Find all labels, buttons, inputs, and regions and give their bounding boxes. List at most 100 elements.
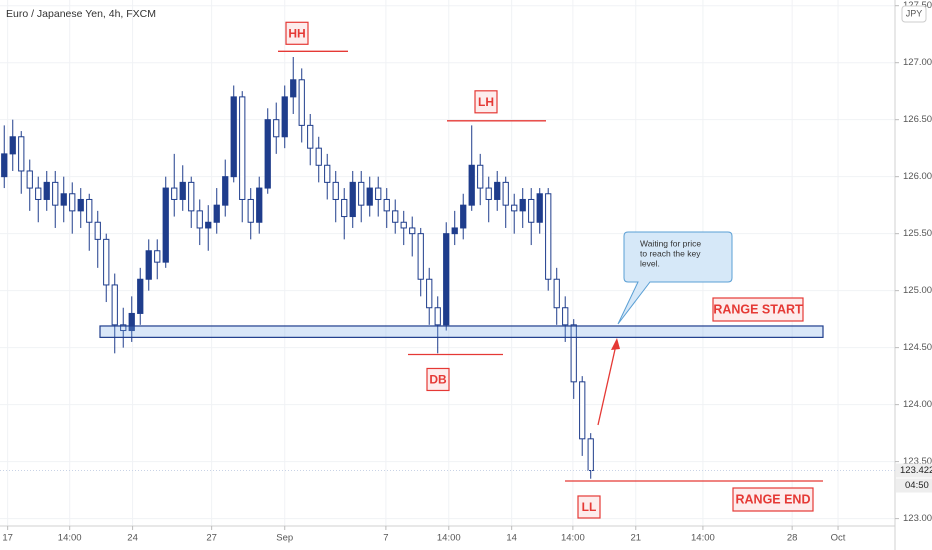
- arrow-head: [611, 338, 620, 350]
- candle-body: [281, 96, 288, 138]
- candle-body: [502, 181, 509, 206]
- plot: [1, 56, 594, 479]
- range-zone: [99, 325, 824, 338]
- callout-text: to reach the key: [640, 248, 701, 258]
- candle-body: [392, 210, 399, 223]
- x-tick-label: 28: [787, 533, 798, 544]
- candle-body: [298, 79, 305, 126]
- level-label: HH: [288, 26, 305, 40]
- candle-body: [213, 204, 220, 223]
- candle-body: [417, 233, 424, 280]
- y-tick-label: 127.000: [903, 57, 932, 68]
- candle-body: [230, 96, 237, 178]
- candle-body: [188, 181, 195, 212]
- currency-label: JPY: [906, 8, 923, 18]
- x-tick-label: Oct: [831, 533, 846, 544]
- candle-body: [477, 164, 484, 189]
- candle-body: [460, 204, 467, 229]
- y-tick-label: 126.000: [903, 171, 932, 182]
- grid: [0, 0, 895, 526]
- candle-body: [468, 164, 475, 206]
- candle-body: [239, 96, 246, 200]
- last-price-tag: [896, 463, 932, 478]
- y-tick-label: 123.500: [903, 456, 932, 467]
- x-tick-label: 7: [383, 533, 388, 544]
- candle-body: [137, 278, 144, 314]
- candle-body: [26, 170, 33, 189]
- y-tick-label: 124.500: [903, 342, 932, 353]
- candle-body: [94, 221, 101, 240]
- range-end-box: [732, 487, 814, 512]
- y-tick-label: 125.500: [903, 228, 932, 239]
- candle-body: [324, 164, 331, 183]
- candle-body: [562, 307, 569, 326]
- range-start-label: RANGE START: [713, 302, 803, 316]
- countdown-tag: [896, 478, 932, 493]
- candle-body: [349, 181, 356, 218]
- x-tick-label: 14:00: [58, 533, 82, 544]
- candle-body: [205, 221, 212, 229]
- candle-body: [52, 181, 59, 206]
- range-end-label: RANGE END: [735, 492, 810, 506]
- candle-body: [111, 284, 118, 326]
- x-tick-label: Sep: [276, 533, 293, 544]
- candle-body: [519, 198, 526, 212]
- callout-text: Waiting for price: [640, 238, 701, 248]
- candle-body: [451, 227, 458, 235]
- candle-body: [434, 307, 441, 326]
- candle-body: [553, 278, 560, 309]
- x-tick-label: 24: [127, 533, 138, 544]
- level-label: DB: [429, 373, 447, 387]
- candle-body: [341, 198, 348, 218]
- candle-body: [485, 187, 492, 200]
- candle-body: [366, 187, 373, 206]
- candle-body: [426, 278, 433, 309]
- currency-box: [901, 5, 927, 23]
- candle-body: [171, 187, 178, 200]
- candle-body: [315, 147, 322, 166]
- candle-body: [579, 381, 586, 440]
- candle-body: [222, 176, 229, 206]
- candle-body: [9, 136, 16, 155]
- x-tick-label: 14:00: [437, 533, 461, 544]
- x-tick-label: 14:00: [691, 533, 715, 544]
- candle-body: [307, 124, 314, 149]
- x-tick-label: 17: [2, 533, 13, 544]
- candle-body: [494, 181, 501, 200]
- level-label-box: [285, 21, 309, 45]
- candle-body: [273, 119, 280, 138]
- range-start-box: [712, 297, 804, 322]
- candle-body: [443, 233, 450, 326]
- countdown-label: 04:50: [905, 480, 929, 491]
- candle-body: [528, 198, 535, 223]
- candle-body: [290, 79, 297, 98]
- candle-body: [332, 181, 339, 200]
- level-label-box: [474, 90, 498, 114]
- candle-body: [128, 312, 135, 332]
- candle-body: [264, 119, 271, 189]
- candle-body: [409, 227, 416, 235]
- candle-body: [1, 153, 8, 178]
- candle-body: [162, 187, 169, 263]
- candle-body: [383, 198, 390, 212]
- x-tick-label: 14: [506, 533, 517, 544]
- candle-body: [69, 193, 76, 212]
- candle-body: [570, 324, 577, 383]
- level-label-box: [577, 495, 601, 519]
- candle-body: [179, 181, 186, 200]
- y-tick-label: 124.000: [903, 399, 932, 410]
- candle-body: [587, 438, 594, 472]
- candle-body: [358, 181, 365, 206]
- candle-body: [536, 193, 543, 223]
- candle-body: [196, 210, 203, 229]
- candle-body: [247, 198, 254, 223]
- candle-body: [154, 250, 161, 263]
- candle-body: [86, 198, 93, 223]
- candle-body: [120, 324, 127, 332]
- candle-body: [400, 221, 407, 229]
- x-tick-label: 14:00: [561, 533, 585, 544]
- candle-body: [60, 193, 67, 206]
- level-label: LH: [478, 95, 494, 109]
